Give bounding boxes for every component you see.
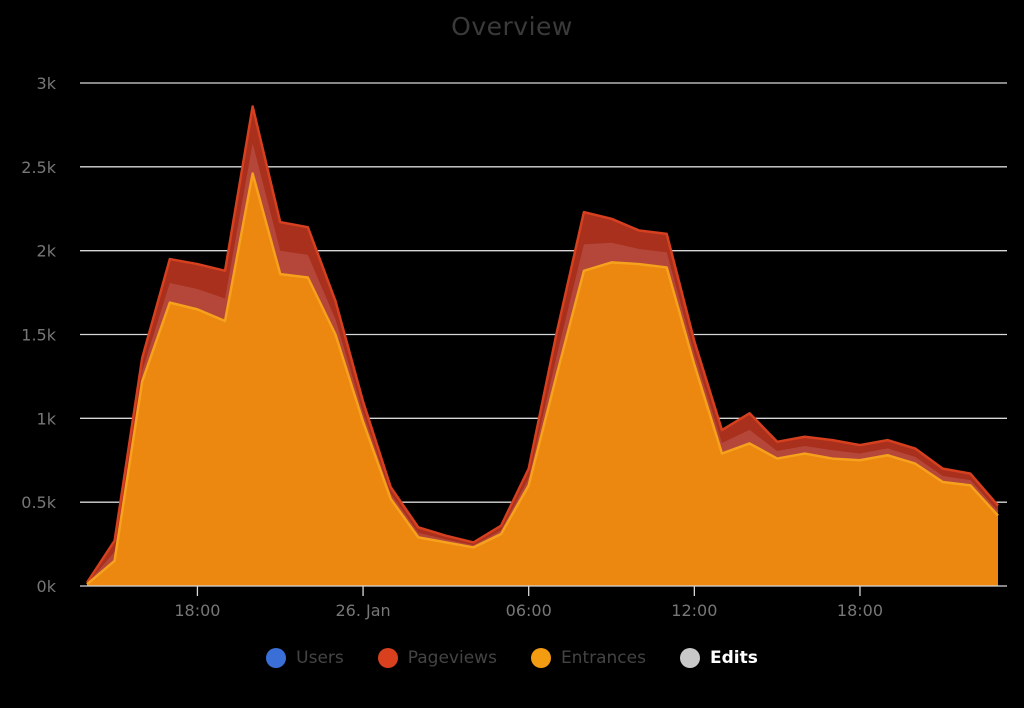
pageviews-dot-icon xyxy=(377,648,398,668)
series-area-entrances xyxy=(87,173,998,587)
chart-title: Overview xyxy=(451,12,573,41)
legend-item-users[interactable]: Users xyxy=(266,648,344,668)
users-dot-icon xyxy=(266,648,287,668)
x-tick-label: 12:00 xyxy=(671,601,717,620)
axis-layer: 0k 0.5k 1k 1.5k 2k 2.5k 3k 18:00 26. Jan 06:00 12:… xyxy=(21,74,1007,620)
legend-item-pageviews[interactable]: Pageviews xyxy=(377,648,497,668)
y-tick-label: 0.5k xyxy=(21,493,56,512)
series-line-pageviews xyxy=(85,105,999,584)
entrances-dot-icon xyxy=(530,648,551,668)
legend-item-edits[interactable]: Edits xyxy=(679,648,758,668)
x-tick-label: 06:00 xyxy=(506,601,552,620)
y-tick-label: 1.5k xyxy=(21,326,56,345)
y-tick-label: 1k xyxy=(37,409,57,428)
y-tick-label: 3k xyxy=(37,74,57,93)
y-tick-label: 0k xyxy=(37,577,57,596)
legend-label-users: Users xyxy=(296,648,344,668)
legend: Users Pageviews Entrances Edits xyxy=(0,648,1024,668)
legend-label-pageviews: Pageviews xyxy=(407,648,497,668)
x-tick-label: 26. Jan xyxy=(335,601,390,620)
x-tick-label: 18:00 xyxy=(837,601,883,620)
legend-label-entrances: Entrances xyxy=(560,648,646,668)
series-line-entrances xyxy=(86,172,999,586)
area-layer xyxy=(85,105,999,587)
x-tick-label: 18:00 xyxy=(174,601,220,620)
legend-label-edits: Edits xyxy=(709,648,758,668)
y-tick-label: 2.5k xyxy=(21,158,56,177)
edits-dot-icon xyxy=(679,648,700,668)
legend-item-entrances[interactable]: Entrances xyxy=(530,648,646,668)
y-tick-label: 2k xyxy=(37,242,57,261)
